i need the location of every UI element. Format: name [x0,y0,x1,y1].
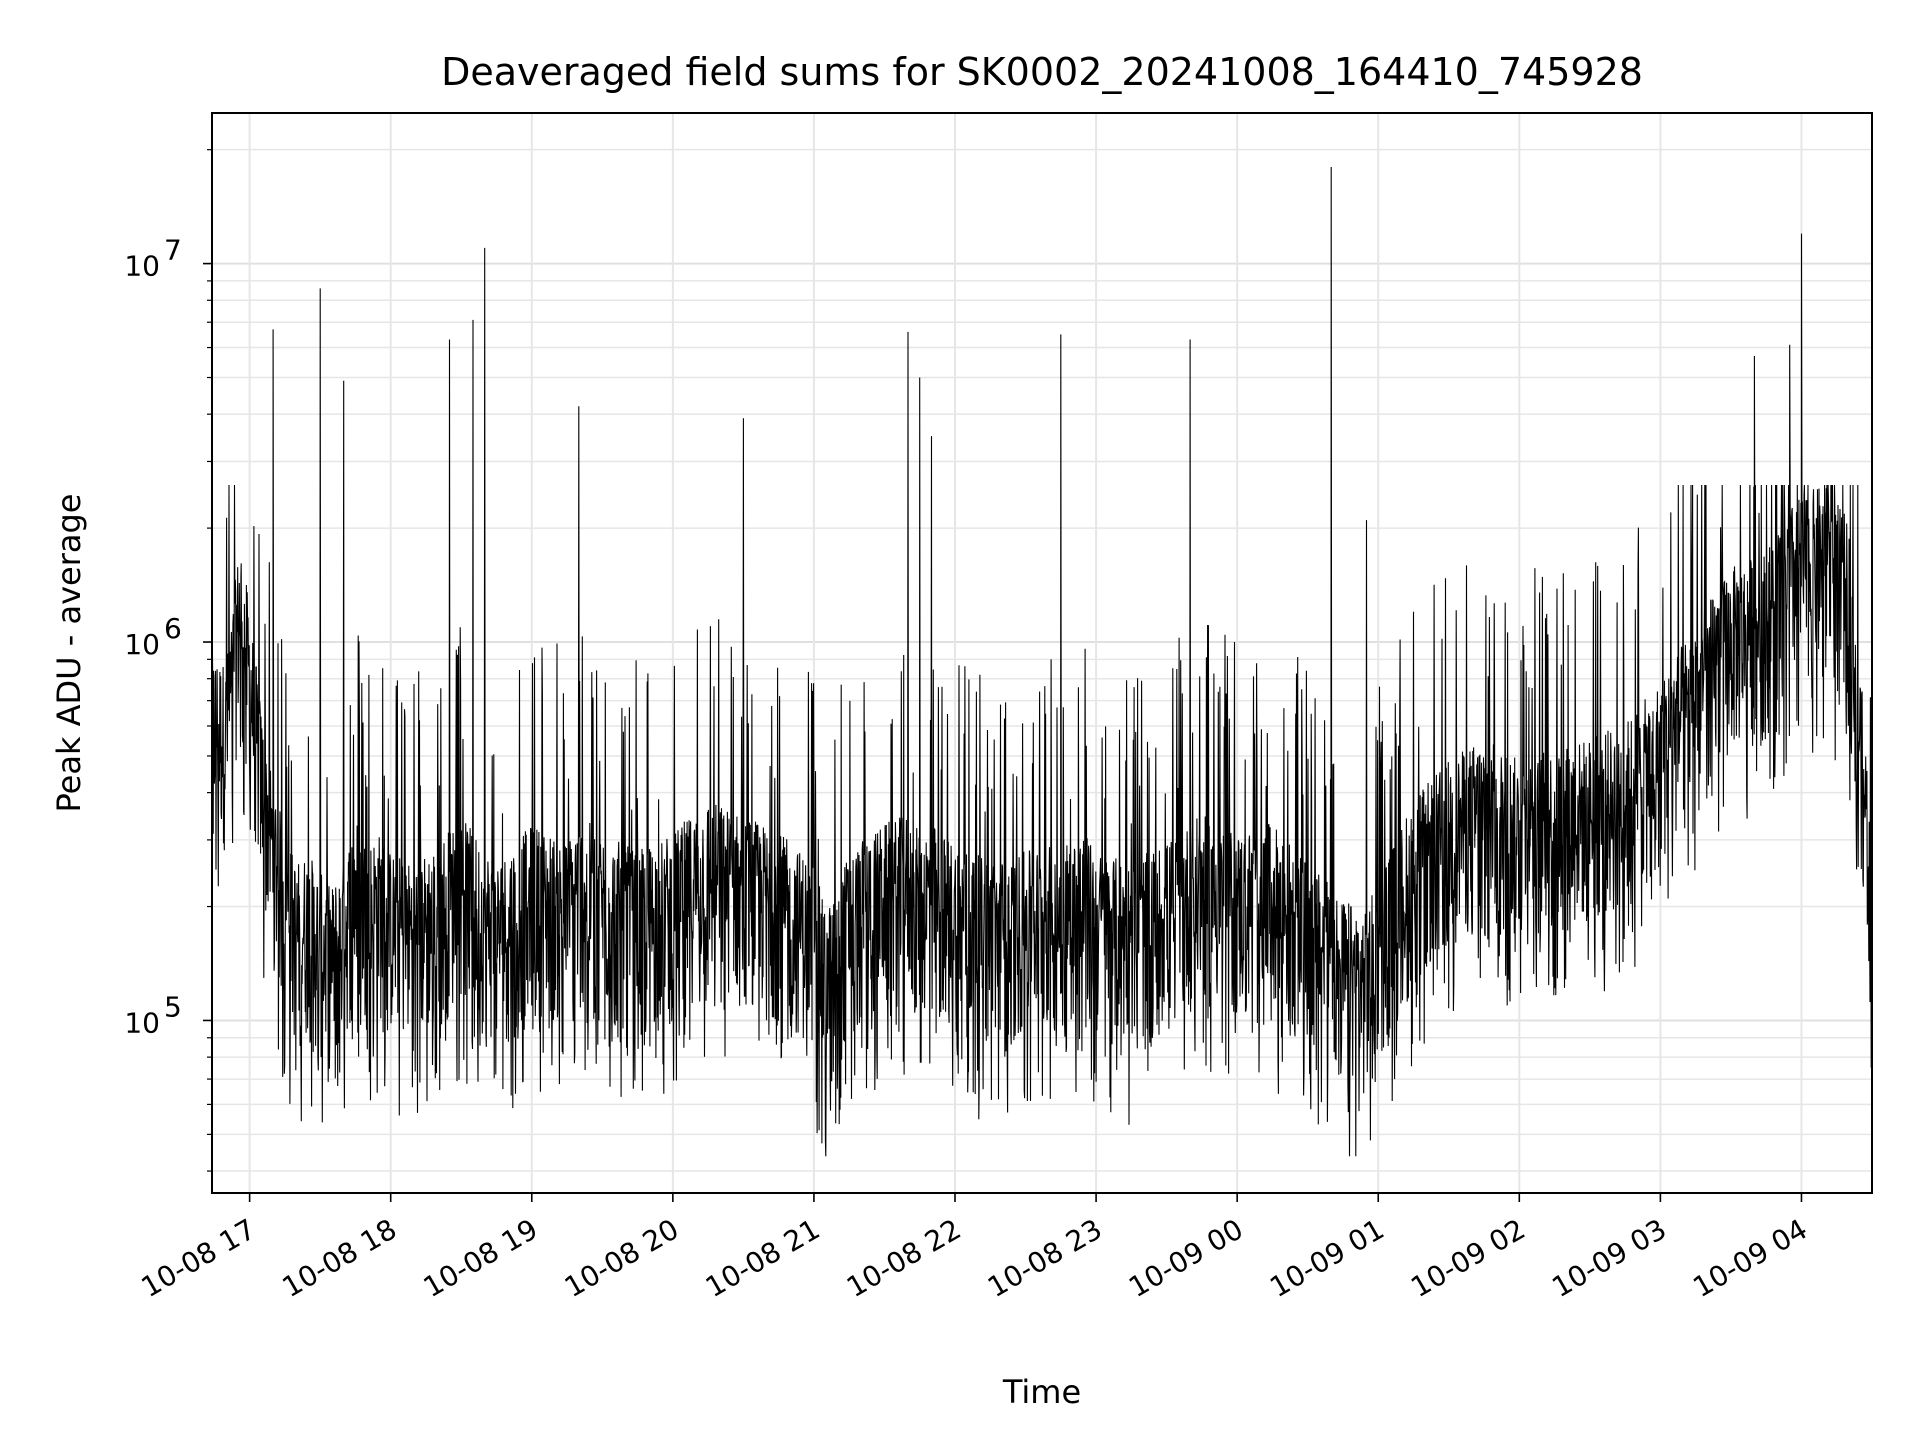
y-axis-label: Peak ADU - average [50,494,88,813]
y-tick-label: 10 [124,250,160,283]
series-line [211,166,1873,1157]
data-series [211,166,1873,1157]
y-tick-label: 10 [124,1006,160,1039]
plot-frame [211,112,1873,1194]
x-axis-label: Time [1002,1373,1081,1411]
y-tick-exponent: 6 [164,612,182,645]
y-tick-label: 10 [124,628,160,661]
y-tick-exponent: 5 [164,990,182,1023]
chart-title: Deaveraged field sums for SK0002_2024100… [441,50,1643,94]
y-tick-exponent: 7 [164,234,182,267]
